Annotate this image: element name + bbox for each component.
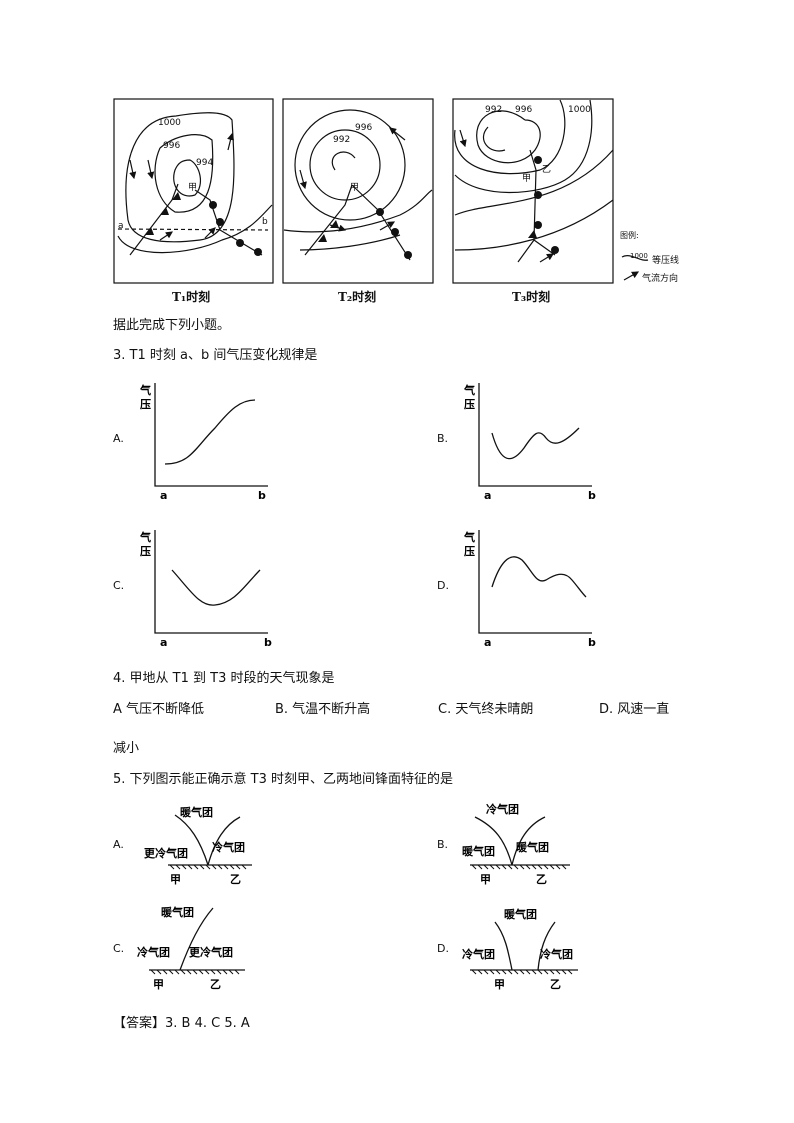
panel-t2-frame <box>282 98 434 284</box>
air-mass-label: 暖气团 <box>180 805 213 819</box>
y-label: 压 <box>140 397 151 411</box>
air-mass-label: 暖气团 <box>516 840 549 854</box>
q3-option-label: C. <box>113 579 125 592</box>
x-end-label: b <box>258 489 266 502</box>
isobar-label: 992 <box>485 105 502 115</box>
ground-label: 甲 <box>480 873 491 886</box>
q5-option-label: D. <box>437 942 449 955</box>
q3-option-d-graph[interactable]: 气压 a b <box>463 525 604 649</box>
isobar-label: 1000 <box>568 105 591 115</box>
q5-stem: 5. 下列图示能正确示意 T3 时刻甲、乙两地间锋面特征的是 <box>113 772 454 787</box>
weather-map-figure: 1000 996 994 甲 a b 996 992 甲 992 996 100… <box>113 98 679 284</box>
air-mass-label: 更冷气团 <box>189 945 233 959</box>
air-mass-label: 暖气团 <box>161 905 194 919</box>
q3-option-c-graph[interactable]: 气压 a b <box>139 525 280 649</box>
x-start-label: a <box>160 489 167 502</box>
x-start-label: a <box>484 636 491 649</box>
q3-option-label: A. <box>113 432 124 445</box>
q3-stem: 3. T1 时刻 a、b 间气压变化规律是 <box>113 348 318 363</box>
legend-isobar-value: 1000 <box>630 252 648 260</box>
q4-option-c[interactable]: C. 天气终未晴朗 <box>438 702 534 717</box>
isobar-label: 1000 <box>158 118 181 128</box>
panel-t1-frame <box>113 98 274 284</box>
point-a: a <box>118 221 124 231</box>
q4-option-a[interactable]: A 气压不断降低 <box>113 702 205 717</box>
ground-label: 甲 <box>494 978 505 991</box>
air-mass-label: 冷气团 <box>462 947 495 961</box>
caption-t2: T₂时刻 <box>338 290 377 304</box>
ground-label: 乙 <box>550 978 561 991</box>
x-end-label: b <box>264 636 272 649</box>
y-label: 气 <box>139 383 151 397</box>
y-label: 压 <box>140 544 151 558</box>
point-jia: 甲 <box>522 173 531 184</box>
air-mass-label: 暖气团 <box>504 907 537 921</box>
ground-label: 甲 <box>153 978 164 991</box>
q4-option-d-wrap: 减小 <box>113 741 140 756</box>
q3-option-a-graph[interactable]: 气压 a b <box>139 378 280 502</box>
x-end-label: b <box>588 636 596 649</box>
y-label: 压 <box>464 544 475 558</box>
air-mass-label: 暖气团 <box>462 844 495 858</box>
x-start-label: a <box>160 636 167 649</box>
ground-label: 甲 <box>170 873 181 886</box>
isobar-label: 996 <box>163 141 180 151</box>
isobar-label: 996 <box>355 123 372 133</box>
point-yi: 乙 <box>542 164 551 175</box>
point-jia: 甲 <box>188 182 197 193</box>
q5-option-label: B. <box>437 838 449 851</box>
air-mass-label: 冷气团 <box>486 802 519 816</box>
air-mass-label: 冷气团 <box>540 947 573 961</box>
isobar-label: 992 <box>333 135 350 145</box>
isobar-label: 994 <box>196 158 213 168</box>
panel-t3-frame <box>452 98 614 284</box>
air-mass-label: 冷气团 <box>212 840 245 854</box>
y-label: 气 <box>463 383 475 397</box>
legend-isobar-label: 等压线 <box>652 254 679 266</box>
legend-title: 图例: <box>620 230 639 240</box>
caption-t3: T₃时刻 <box>512 290 551 304</box>
answer-line: 【答案】3. B 4. C 5. A <box>113 1016 250 1031</box>
y-label: 气 <box>463 530 475 544</box>
ground-label: 乙 <box>210 978 221 991</box>
q4-option-d[interactable]: D. 风速一直 <box>599 702 670 717</box>
caption-t1: T₁时刻 <box>172 290 211 304</box>
y-label: 气 <box>139 530 151 544</box>
legend-airflow-label: 气流方向 <box>642 272 678 284</box>
air-mass-label: 更冷气团 <box>144 846 188 860</box>
q3-option-b-graph[interactable]: 气压 a b <box>463 378 604 502</box>
point-jia: 甲 <box>350 182 359 193</box>
x-end-label: b <box>588 489 596 502</box>
air-mass-label: 冷气团 <box>137 945 170 959</box>
point-b: b <box>262 217 268 227</box>
q5-option-label: A. <box>113 838 124 851</box>
y-label: 压 <box>464 397 475 411</box>
q5-option-label: C. <box>113 942 125 955</box>
q3-option-label: B. <box>437 432 449 445</box>
ground-label: 乙 <box>536 873 547 886</box>
isobar-label: 996 <box>515 105 532 115</box>
ground-label: 乙 <box>230 873 241 886</box>
q4-stem: 4. 甲地从 T1 到 T3 时段的天气现象是 <box>113 671 335 686</box>
q3-option-label: D. <box>437 579 449 592</box>
x-start-label: a <box>484 489 491 502</box>
intro-text: 据此完成下列小题。 <box>113 318 231 333</box>
q4-option-b[interactable]: B. 气温不断升高 <box>275 702 371 717</box>
